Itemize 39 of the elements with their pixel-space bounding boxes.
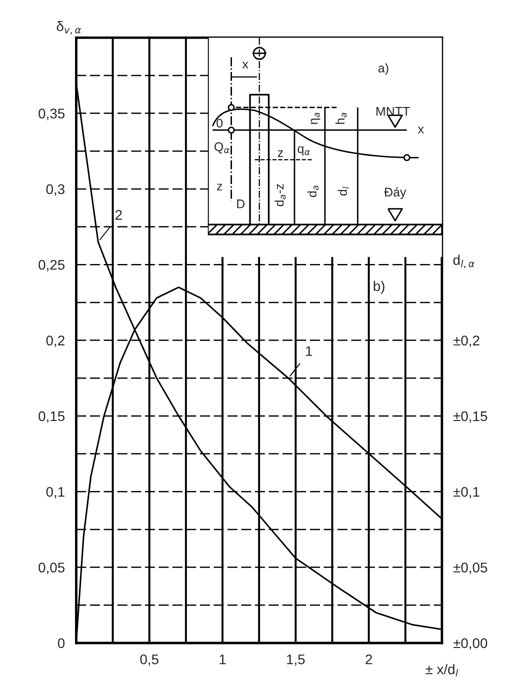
annotation: d$_{l}$ xyxy=(338,186,349,196)
x-tick-label: 2 xyxy=(366,654,372,664)
annotation: Q$_{α}$ xyxy=(214,142,230,154)
annotation: 0 xyxy=(216,118,223,128)
annotation: b) xyxy=(374,280,384,294)
y-tick-label: 0,2 xyxy=(46,336,64,348)
annotation: η$_{a}$ xyxy=(310,112,320,124)
annotation: 1 xyxy=(306,346,312,356)
x-tick-label: 1,5 xyxy=(287,654,305,666)
annotation: h$_{a}$ xyxy=(335,112,347,124)
annotation: z xyxy=(278,150,283,157)
annotation: d$_{a}$-z xyxy=(274,184,286,206)
annotation: D xyxy=(237,200,245,208)
x-tick-label: 0,5 xyxy=(140,654,158,666)
annotation: MNTT xyxy=(376,107,410,116)
y2-tick-label: ±0,2 xyxy=(454,336,480,348)
annotation: a) xyxy=(378,63,388,75)
y-tick-label: 0,15 xyxy=(38,411,65,423)
y2-tick-label: ±0,05 xyxy=(454,562,488,574)
annotation: Đáy xyxy=(384,187,406,199)
y-tick-label: 0 xyxy=(58,638,65,648)
y-tick-label: 0,3 xyxy=(46,184,64,196)
x-axis-title: ± x/d$_{l}$ xyxy=(426,664,458,676)
y-tick-label: 0,25 xyxy=(38,260,65,272)
y2-tick-label: ±0,00 xyxy=(454,638,488,650)
y-tick-label: 0,05 xyxy=(38,562,65,574)
y-axis-title: δ$_{v,α}$ xyxy=(56,20,82,34)
annotation: x xyxy=(418,126,424,134)
annotation: q$_{α}$ xyxy=(298,146,310,156)
annotation: 2 xyxy=(116,210,122,220)
y-tick-label: 0,1 xyxy=(46,486,64,498)
y2-tick-label: ±0,1 xyxy=(454,486,480,498)
annotation: z xyxy=(216,184,222,190)
annotation: x xyxy=(242,62,248,68)
y-tick-label: 0,35 xyxy=(38,108,65,120)
y2-axis-title: d$_{l,α}$ xyxy=(453,254,475,268)
x-tick-label: 1 xyxy=(220,654,226,664)
y2-tick-label: ±0,15 xyxy=(454,411,488,423)
annotation: d$_{a}$ xyxy=(307,186,319,198)
